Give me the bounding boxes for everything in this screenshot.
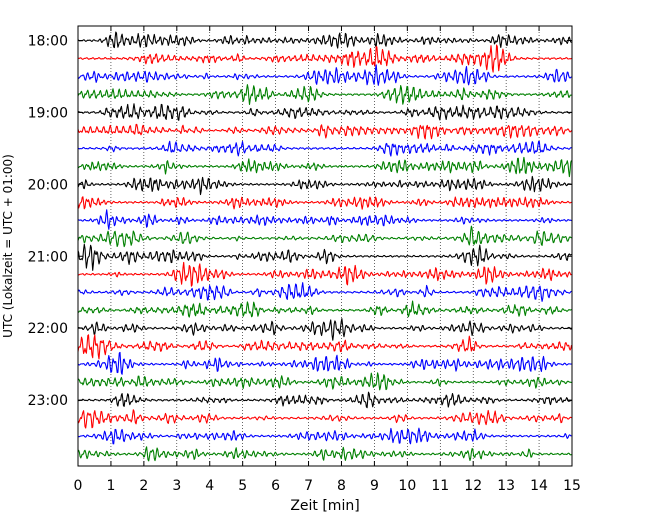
x-tick-label: 9: [370, 478, 379, 494]
y-axis: 18:00 19:00 20:00 21:00 22:00 23:00: [28, 34, 572, 409]
x-axis: 0 1 2 3 4 5 6 7 8 9 10 11 12 13 14 15: [74, 26, 581, 494]
y-tick-label: 23:00: [28, 393, 68, 409]
trace-2045: [77, 225, 572, 248]
traces: [77, 31, 573, 462]
trace-1930: [77, 140, 572, 157]
x-tick-label: 11: [431, 478, 449, 494]
trace-1845: [77, 84, 572, 106]
trace-2230: [77, 351, 572, 375]
y-tick-label: 21:00: [28, 249, 68, 265]
trace-1945: [77, 156, 573, 178]
trace-2315: [77, 409, 572, 429]
trace-2130: [77, 282, 572, 302]
trace-2145: [77, 300, 572, 318]
x-tick-label: 1: [106, 478, 115, 494]
trace-1915: [77, 123, 572, 140]
trace-2100: [77, 243, 572, 271]
y-tick-label: 18:00: [28, 34, 68, 50]
x-tick-label: 8: [337, 478, 346, 494]
x-axis-label: Zeit [min]: [290, 498, 359, 514]
trace-1830: [77, 64, 572, 86]
y-tick-label: 22:00: [28, 321, 68, 337]
trace-2215: [77, 334, 573, 360]
x-tick-label: 4: [205, 478, 214, 494]
x-tick-label: 5: [238, 478, 247, 494]
x-tick-label: 12: [464, 478, 482, 494]
trace-2245: [77, 372, 572, 391]
trace-2115: [77, 261, 572, 287]
trace-1800: [77, 31, 572, 49]
trace-2300: [77, 391, 572, 409]
trace-1815: [77, 44, 572, 73]
x-tick-label: 15: [563, 478, 581, 494]
x-tick-label: 6: [271, 478, 280, 494]
y-tick-label: 20:00: [28, 177, 68, 193]
trace-2200: [77, 318, 572, 341]
plot-frame: [77, 25, 573, 467]
x-tick-label: 13: [497, 478, 515, 494]
y-axis-label: UTC (Lokalzeit = UTC + 01:00): [1, 154, 15, 338]
trace-1900: [77, 103, 572, 121]
x-tick-label: 2: [139, 478, 148, 494]
trace-2030: [77, 209, 572, 230]
x-tick-label: 0: [74, 478, 83, 494]
trace-2015: [77, 196, 572, 210]
x-tick-label: 3: [172, 478, 181, 494]
grid-lines: [110, 26, 540, 466]
trace-2000: [77, 175, 572, 196]
trace-2345: [77, 446, 572, 462]
x-tick-label: 14: [530, 478, 548, 494]
trace-2330: [77, 427, 572, 445]
x-tick-label: 10: [398, 478, 416, 494]
x-tick-label: 7: [304, 478, 313, 494]
y-tick-label: 19:00: [28, 105, 68, 121]
